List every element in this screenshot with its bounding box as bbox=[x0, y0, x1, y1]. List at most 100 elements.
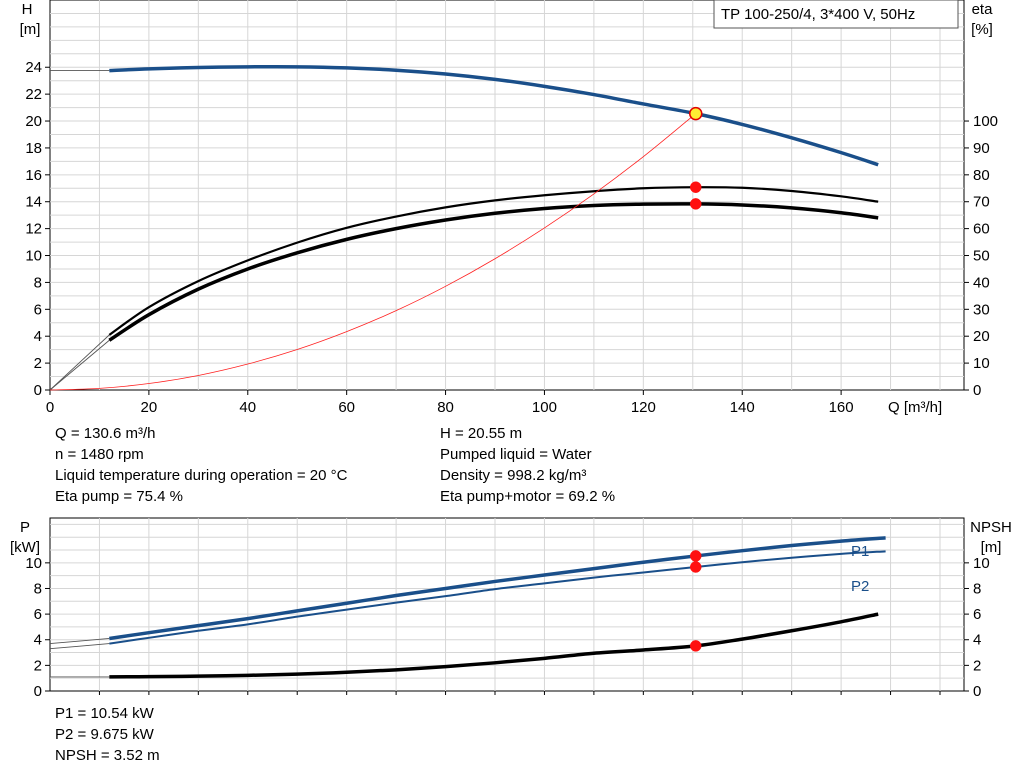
y-tick-label: 18 bbox=[25, 140, 42, 157]
y-tick-label: 0 bbox=[34, 382, 42, 399]
duty-info-left: Q = 130.6 m³/h n = 1480 rpm Liquid tempe… bbox=[55, 423, 347, 507]
y2-tick-label: 8 bbox=[973, 580, 981, 597]
y-tick-label: 8 bbox=[34, 580, 42, 597]
power-info: P1 = 10.54 kW P2 = 9.675 kW NPSH = 3.52 … bbox=[55, 703, 160, 766]
x-tick-label: 120 bbox=[631, 399, 656, 416]
info-pumped-liquid: Pumped liquid = Water bbox=[440, 446, 592, 463]
p-axis-label: P bbox=[20, 519, 30, 536]
y-tick-label: 8 bbox=[34, 274, 42, 291]
info-p2: P2 = 9.675 kW bbox=[55, 726, 154, 743]
y-tick-label: 6 bbox=[34, 606, 42, 623]
y2-tick-label: 2 bbox=[973, 657, 981, 674]
upper-grid bbox=[50, 0, 964, 390]
series-line-1-1 bbox=[109, 550, 886, 645]
y-tick-label: 16 bbox=[25, 167, 42, 184]
info-density: Density = 998.2 kg/m³ bbox=[440, 467, 587, 484]
info-speed: n = 1480 rpm bbox=[55, 446, 144, 463]
y2-tick-label: 40 bbox=[973, 274, 990, 291]
h-axis-label: H bbox=[22, 1, 33, 18]
series-line-1-2 bbox=[109, 612, 879, 679]
head-efficiency-plot: 0246810121416182022240102030405060708090… bbox=[20, 0, 998, 416]
curve-extension bbox=[49, 643, 110, 650]
y2-tick-label: 30 bbox=[973, 301, 990, 318]
x-tick-label: 20 bbox=[141, 399, 158, 416]
y-tick-label: 24 bbox=[25, 59, 42, 76]
info-head: H = 20.55 m bbox=[440, 425, 523, 442]
y-tick-label: 2 bbox=[34, 657, 42, 674]
eta-axis-label: eta bbox=[972, 1, 994, 18]
lower-ticks: 0 2 4 6 8 10 0 2 4 6 8 10 bbox=[25, 555, 989, 700]
pump-title: TP 100-250/4, 3*400 V, 50Hz bbox=[721, 6, 915, 23]
info-eta-pump: Eta pump = 75.4 % bbox=[55, 488, 183, 505]
y2-tick-label: 50 bbox=[973, 248, 990, 265]
series-line-0-3 bbox=[49, 113, 696, 391]
series-line-0-2 bbox=[108, 202, 879, 342]
y-tick-label: 4 bbox=[34, 328, 42, 345]
y-tick-label: 12 bbox=[25, 221, 42, 238]
x-tick-label: 0 bbox=[46, 399, 54, 416]
y2-tick-label: 100 bbox=[973, 113, 998, 130]
info-npsh: NPSH = 3.52 m bbox=[55, 747, 160, 764]
y-tick-label: 14 bbox=[25, 194, 42, 211]
series-line-0-1 bbox=[108, 186, 879, 336]
upper-ticks: 0246810121416182022240102030405060708090… bbox=[25, 59, 998, 416]
x-tick-label: 140 bbox=[730, 399, 755, 416]
y2-tick-label: 60 bbox=[973, 221, 990, 238]
y2-tick-label: 4 bbox=[973, 632, 981, 649]
y2-tick-label: 0 bbox=[973, 683, 981, 700]
info-flow: Q = 130.6 m³/h bbox=[55, 425, 156, 442]
info-p1: P1 = 10.54 kW bbox=[55, 705, 154, 722]
operating-point-marker bbox=[689, 561, 702, 573]
operating-point-marker bbox=[689, 181, 702, 193]
y2-tick-label: 6 bbox=[973, 606, 981, 623]
y-tick-label: 4 bbox=[34, 632, 42, 649]
y-tick-label: 6 bbox=[34, 301, 42, 318]
info-liquid-temp: Liquid temperature during operation = 20… bbox=[55, 467, 348, 484]
npsh-axis-unit: [m] bbox=[981, 539, 1002, 556]
upper-curves bbox=[49, 64, 879, 391]
duty-point-marker bbox=[688, 106, 703, 121]
info-eta-pump-motor: Eta pump+motor = 69.2 % bbox=[440, 488, 616, 505]
p2-series-label: P2 bbox=[851, 578, 869, 595]
upper-markers bbox=[688, 106, 703, 210]
power-npsh-plot: 0 2 4 6 8 10 0 2 4 6 8 10 P [kW] NPSH [m] P1 P2 bbox=[10, 517, 1012, 700]
y2-tick-label: 20 bbox=[973, 328, 990, 345]
npsh-axis-label: NPSH bbox=[970, 519, 1012, 536]
curve-extension bbox=[49, 339, 110, 391]
y-tick-label: 10 bbox=[25, 248, 42, 265]
y-tick-label: 20 bbox=[25, 113, 42, 130]
lower-curves bbox=[49, 536, 886, 679]
h-axis-unit: [m] bbox=[20, 21, 41, 38]
eta-axis-unit: [%] bbox=[971, 21, 993, 38]
duty-info-right: H = 20.55 m Pumped liquid = Water Densit… bbox=[440, 423, 615, 507]
y2-tick-label: 0 bbox=[973, 382, 981, 399]
upper-plot-area bbox=[49, 0, 965, 391]
p-axis-unit: [kW] bbox=[10, 539, 40, 556]
pump-title-box bbox=[713, 0, 959, 29]
curve-extension bbox=[49, 638, 110, 645]
q-axis-label: Q [m³/h] bbox=[888, 399, 942, 416]
y-tick-label: 10 bbox=[25, 555, 42, 572]
x-tick-label: 100 bbox=[532, 399, 557, 416]
y2-tick-label: 10 bbox=[973, 355, 990, 372]
series-line-0-0 bbox=[109, 64, 879, 167]
y-tick-label: 2 bbox=[34, 355, 42, 372]
lower-grid bbox=[50, 518, 964, 691]
x-tick-label: 40 bbox=[239, 399, 256, 416]
operating-point-marker bbox=[689, 198, 702, 210]
y-tick-label: 22 bbox=[25, 86, 42, 103]
operating-point-marker bbox=[689, 550, 702, 562]
p1-series-label: P1 bbox=[851, 543, 869, 560]
y2-tick-label: 10 bbox=[973, 555, 990, 572]
operating-point-marker bbox=[689, 640, 702, 652]
x-tick-label: 60 bbox=[338, 399, 355, 416]
series-line-1-0 bbox=[109, 536, 886, 641]
y2-tick-label: 70 bbox=[973, 194, 990, 211]
y2-tick-label: 80 bbox=[973, 167, 990, 184]
x-tick-label: 160 bbox=[829, 399, 854, 416]
lower-markers bbox=[689, 550, 702, 652]
x-tick-label: 80 bbox=[437, 399, 454, 416]
y2-tick-label: 90 bbox=[973, 140, 990, 157]
y-tick-label: 0 bbox=[34, 683, 42, 700]
